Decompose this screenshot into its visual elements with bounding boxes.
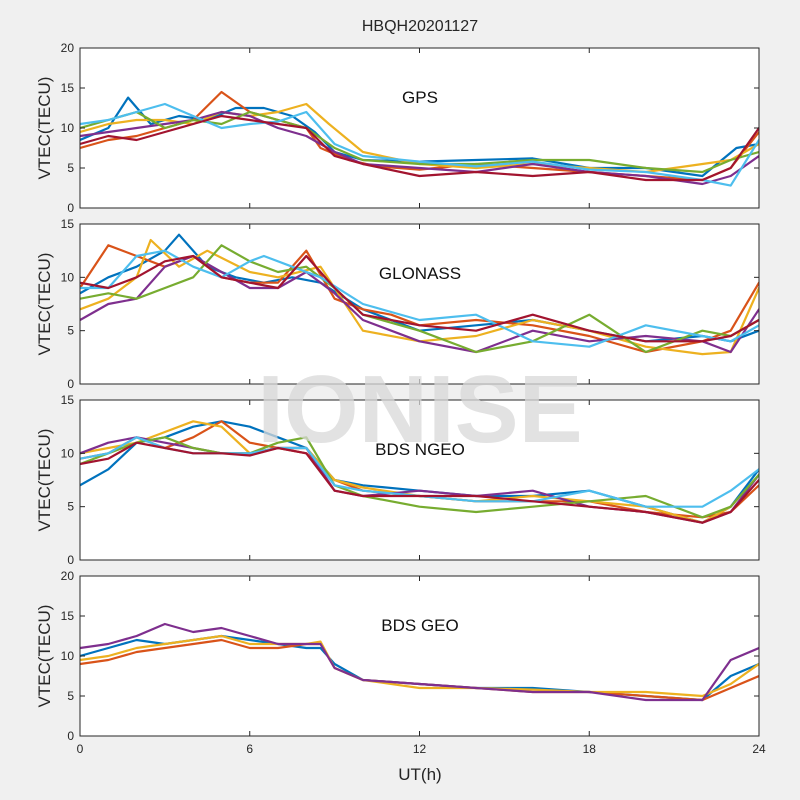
y-tick-label: 10: [61, 446, 75, 460]
y-tick-label: 5: [67, 324, 74, 338]
x-tick-label: 24: [752, 742, 766, 756]
y-tick-label: 5: [67, 689, 74, 703]
y-tick-label: 15: [61, 393, 75, 407]
y-axis-label: VTEC(TECU): [35, 429, 54, 532]
series-group: [80, 622, 759, 702]
series-group: [80, 420, 759, 524]
y-tick-label: 0: [67, 553, 74, 567]
x-tick-label: 12: [413, 742, 427, 756]
y-tick-label: 15: [61, 217, 75, 231]
watermark: IONISE: [257, 356, 582, 463]
x-tick-label: 18: [583, 742, 597, 756]
figure-title: HBQH20201127: [362, 18, 478, 35]
y-tick-label: 0: [67, 729, 74, 743]
series-line-6: [80, 102, 759, 187]
x-tick-label: 0: [77, 742, 84, 756]
series-line-7: [80, 254, 759, 343]
y-tick-label: 15: [61, 81, 75, 95]
y-tick-label: 10: [61, 649, 75, 663]
subplot-4: 0 5 10 15 20 0 6 12 18 24 VTEC(TECU) BDS GEO: [35, 569, 766, 756]
x-tick-label: 6: [246, 742, 253, 756]
y-tick-label: 0: [67, 377, 74, 391]
subplot-3: 0 5 10 15 VTEC(TECU) BDS NGEO: [35, 393, 760, 567]
y-axis-label: VTEC(TECU): [35, 77, 54, 180]
axes-box: [79, 575, 760, 737]
y-axis-label: VTEC(TECU): [35, 253, 54, 356]
y-tick-label: 10: [61, 121, 75, 135]
y-tick-label: 10: [61, 270, 75, 284]
y-tick-label: 0: [67, 201, 74, 215]
series-line-4: [80, 110, 759, 186]
panel-label: GLONASS: [379, 264, 461, 283]
y-tick-label: 20: [61, 569, 75, 583]
subplots: 0 5 10 15 20 VTEC(TECU) GPS 0 5 10 15 VTEC(TECU) GLO…: [35, 41, 766, 756]
series-line-6: [80, 249, 759, 348]
y-tick-label: 20: [61, 41, 75, 55]
series-group: [80, 90, 759, 187]
series-line-7: [80, 441, 759, 524]
series-line-5: [80, 110, 759, 174]
panel-label: BDS GEO: [381, 616, 458, 635]
panel-label: BDS NGEO: [375, 440, 465, 459]
series-line-7: [80, 114, 759, 182]
y-tick-label: 5: [67, 161, 74, 175]
panel-label: GPS: [402, 88, 438, 107]
x-axis-label: UT(h): [398, 765, 441, 784]
subplot-1: 0 5 10 15 20 VTEC(TECU) GPS: [35, 41, 760, 215]
series-line-4: [80, 622, 759, 702]
y-axis-label: VTEC(TECU): [35, 605, 54, 708]
series-line-4: [80, 254, 759, 354]
series-group: [80, 233, 759, 356]
y-tick-label: 15: [61, 609, 75, 623]
y-tick-label: 5: [67, 500, 74, 514]
subplot-2: 0 5 10 15 VTEC(TECU) GLONASS: [35, 217, 760, 391]
axes-box: [79, 47, 760, 209]
